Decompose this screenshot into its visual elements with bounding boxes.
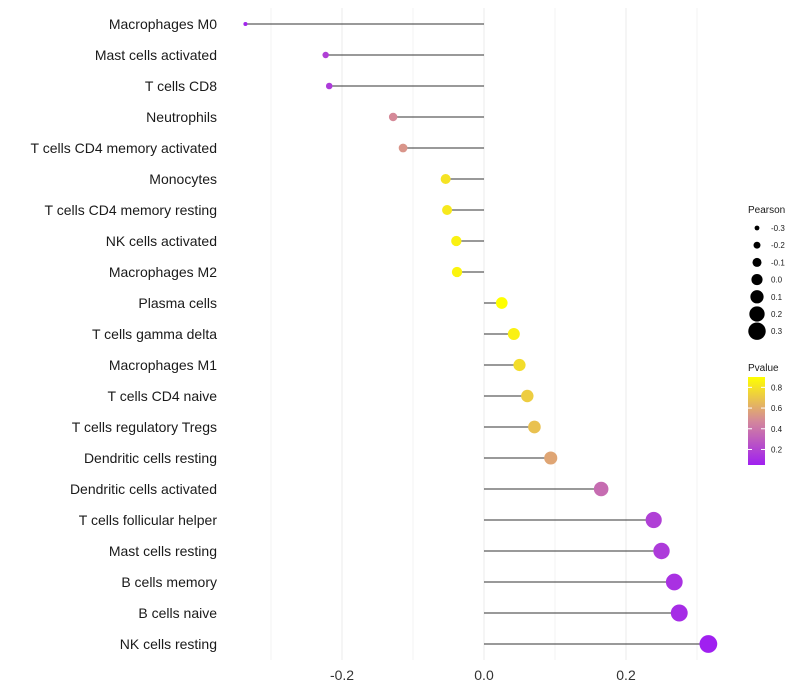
- lollipop-point: [544, 451, 558, 465]
- lollipop-point: [653, 542, 670, 560]
- x-axis: -0.2 0.0 0.2: [330, 667, 636, 683]
- lollipop-point: [440, 173, 451, 185]
- size-legend-key: [748, 322, 766, 340]
- category-label: T cells CD4 naive: [108, 388, 218, 404]
- pearson-size-legend: Pearson -0.3 -0.2 -0.1 0.0 0.1 0.2 0.3: [748, 205, 785, 340]
- category-label: Dendritic cells resting: [84, 450, 217, 466]
- size-legend-label: -0.2: [771, 241, 785, 250]
- category-axis: Macrophages M0 Mast cells activated T cell…: [31, 16, 218, 652]
- size-legend-label: -0.1: [771, 258, 785, 267]
- category-label: T cells CD4 memory activated: [31, 140, 217, 156]
- size-legend-title: Pearson: [748, 205, 785, 216]
- size-legend-key: [754, 225, 760, 231]
- lollipop-point: [325, 82, 333, 90]
- lollipop-point: [442, 204, 453, 216]
- category-label: Monocytes: [149, 171, 217, 187]
- color-legend-label: 0.6: [771, 404, 783, 413]
- size-legend-label: 0.3: [771, 327, 783, 336]
- lollipop-point: [398, 143, 408, 153]
- lollipop-point: [243, 21, 248, 27]
- category-label: T cells CD8: [145, 78, 217, 94]
- category-label: T cells follicular helper: [79, 512, 218, 528]
- lollipop-point: [388, 112, 398, 122]
- size-legend-label: -0.3: [771, 224, 785, 233]
- segment-layer: [245, 23, 709, 645]
- category-label: Macrophages M1: [109, 357, 217, 373]
- color-legend-label: 0.2: [771, 445, 783, 454]
- lollipop-point: [645, 511, 662, 529]
- color-legend-title: Pvalue: [748, 363, 779, 374]
- size-legend-label: 0.1: [771, 293, 783, 302]
- x-tick-label: 0.0: [474, 667, 494, 683]
- category-label: NK cells resting: [120, 636, 217, 652]
- category-label: NK cells activated: [106, 233, 217, 249]
- lollipop-point: [699, 635, 718, 653]
- lollipop-point: [528, 420, 541, 434]
- category-label: Dendritic cells activated: [70, 481, 217, 497]
- size-legend-key: [750, 290, 764, 304]
- size-legend-key: [751, 274, 763, 286]
- category-label: T cells gamma delta: [92, 326, 217, 342]
- lollipop-point: [451, 266, 463, 278]
- category-label: Plasma cells: [138, 295, 217, 311]
- size-legend-label: 0.0: [771, 276, 783, 285]
- category-label: Neutrophils: [146, 109, 217, 125]
- category-label: Mast cells activated: [95, 47, 217, 63]
- size-legend-key: [752, 257, 762, 267]
- color-legend-bar: [748, 377, 765, 465]
- category-label: B cells memory: [121, 574, 217, 590]
- color-legend-label: 0.8: [771, 383, 783, 392]
- lollipop-point: [513, 358, 526, 372]
- category-label: Macrophages M0: [109, 16, 217, 32]
- lollipop-point: [495, 297, 508, 309]
- lollipop-point: [665, 573, 683, 591]
- lollipop-point: [670, 604, 688, 622]
- category-label: T cells CD4 memory resting: [45, 202, 217, 218]
- category-label: Mast cells resting: [109, 543, 217, 559]
- x-tick-label: -0.2: [330, 667, 354, 683]
- category-label: T cells regulatory Tregs: [72, 419, 217, 435]
- x-tick-label: 0.2: [616, 667, 636, 683]
- lollipop-point: [593, 481, 609, 497]
- size-legend-key: [749, 306, 765, 322]
- point-layer: [243, 21, 718, 653]
- category-label: B cells naive: [138, 605, 217, 621]
- size-legend-key: [753, 241, 761, 249]
- size-legend-label: 0.2: [771, 310, 783, 319]
- lollipop-point: [507, 327, 520, 341]
- pvalue-color-legend: Pvalue 0.8 0.6 0.4 0.2: [748, 363, 783, 465]
- lollipop-point: [521, 389, 534, 403]
- lollipop-point: [451, 235, 462, 247]
- lollipop-point: [322, 51, 329, 59]
- color-legend-label: 0.4: [771, 425, 783, 434]
- category-label: Macrophages M2: [109, 264, 217, 280]
